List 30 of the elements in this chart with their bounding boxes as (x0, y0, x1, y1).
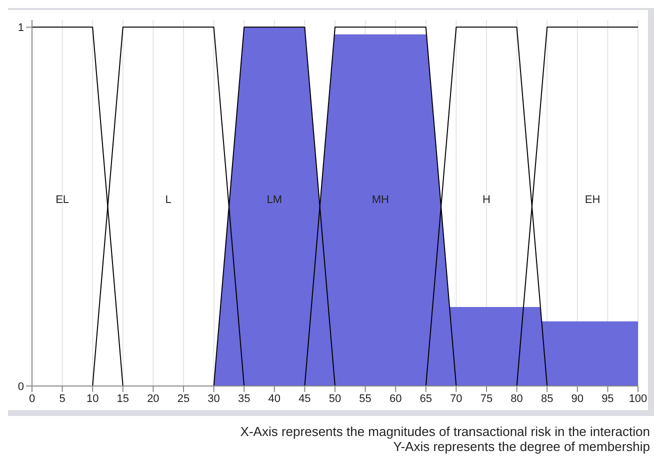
text: Y-Axis represents the degree of membership (392, 439, 650, 454)
x-tick-label: 35 (238, 392, 250, 405)
x-tick-label: 30 (208, 392, 220, 405)
x-tick-label: 100 (628, 392, 648, 405)
x-tick-label: 95 (602, 392, 614, 405)
x-tick-label: 60 (389, 392, 402, 405)
annotation: MH (372, 194, 390, 206)
annotation: EH (584, 194, 600, 206)
x-tick-label: 40 (268, 392, 281, 405)
x-tick-label: 45 (298, 392, 311, 405)
x-tick-label: 20 (147, 392, 160, 405)
x-tick-label: 85 (540, 392, 554, 405)
annotation: LM (266, 194, 282, 206)
annotation: EL (56, 194, 70, 206)
text: X-Axis represents the magnitudes of transactional risk in the interaction (239, 424, 650, 439)
annotation: H (482, 194, 491, 206)
x-tick-label: 10 (86, 392, 99, 405)
x-tick-label: 70 (450, 392, 462, 405)
x-tick-label: 90 (571, 392, 584, 405)
x-tick-label: 55 (359, 392, 372, 405)
x-tick-label: 0 (28, 392, 36, 405)
x-tick-label: 65 (420, 392, 432, 405)
x-tick-label: 80 (510, 392, 523, 405)
x-tick-label: 15 (116, 392, 130, 405)
annotation: L (165, 194, 172, 206)
x-tick-label: 75 (480, 392, 493, 405)
y-tick-label: 1 (18, 22, 24, 34)
x-tick-label: 50 (328, 392, 342, 405)
x-tick-label: 25 (177, 392, 190, 405)
x-tick-label: 5 (59, 392, 66, 405)
